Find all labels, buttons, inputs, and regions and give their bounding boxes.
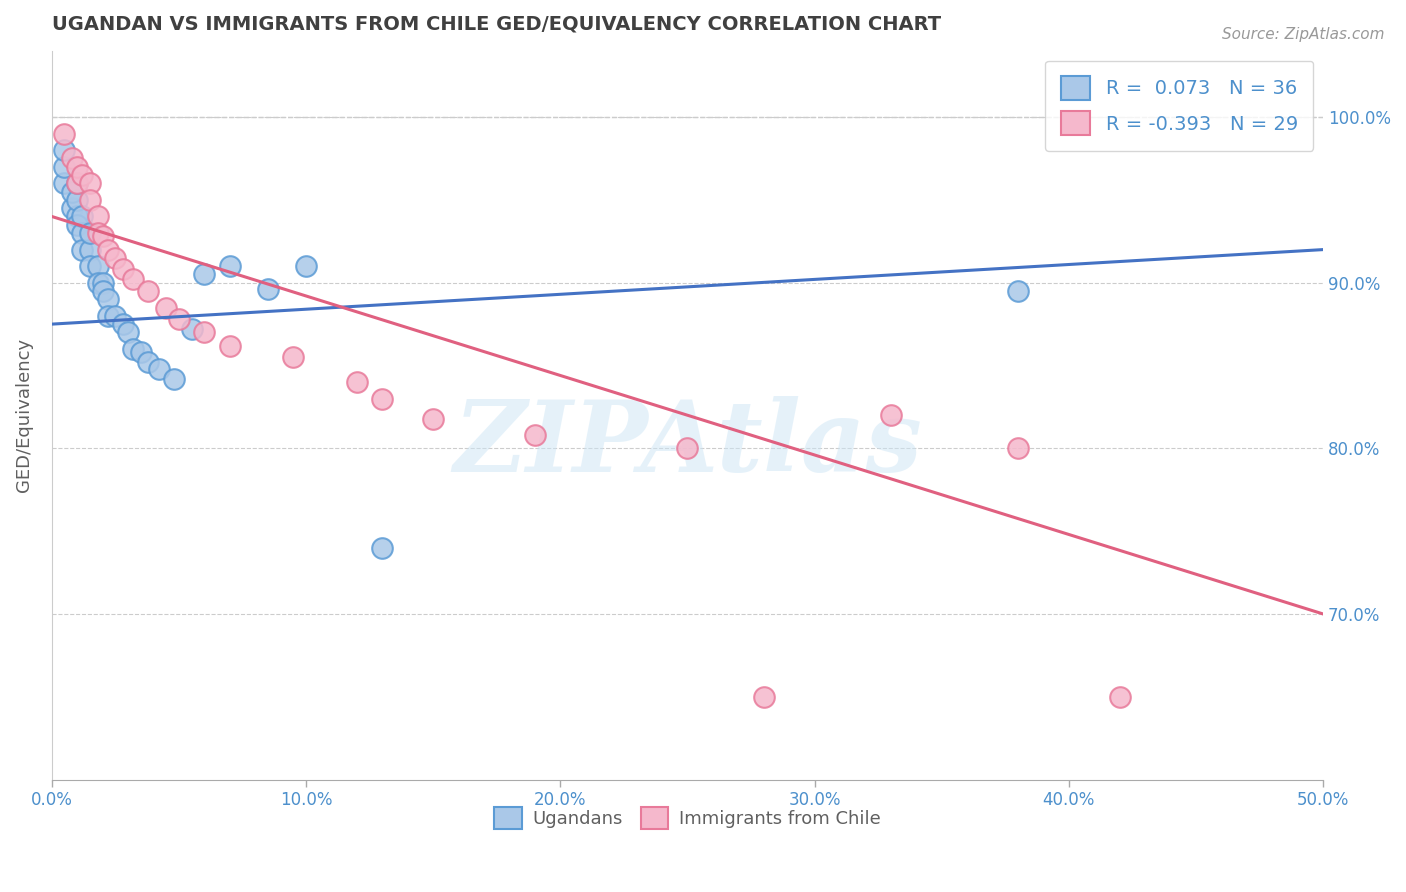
Point	[117, 326, 139, 340]
Point	[1007, 284, 1029, 298]
Point	[122, 342, 145, 356]
Point	[72, 210, 94, 224]
Point	[163, 372, 186, 386]
Point	[53, 143, 76, 157]
Point	[66, 160, 89, 174]
Point	[167, 312, 190, 326]
Point	[148, 362, 170, 376]
Point	[193, 326, 215, 340]
Point	[193, 268, 215, 282]
Point	[97, 293, 120, 307]
Point	[97, 243, 120, 257]
Point	[97, 309, 120, 323]
Point	[72, 226, 94, 240]
Point	[91, 284, 114, 298]
Point	[295, 259, 318, 273]
Point	[79, 177, 101, 191]
Point	[72, 243, 94, 257]
Point	[60, 201, 83, 215]
Point	[66, 177, 89, 191]
Point	[283, 351, 305, 365]
Point	[422, 411, 444, 425]
Text: Source: ZipAtlas.com: Source: ZipAtlas.com	[1222, 27, 1385, 42]
Point	[79, 193, 101, 207]
Point	[155, 301, 177, 315]
Point	[91, 276, 114, 290]
Point	[111, 262, 134, 277]
Point	[79, 226, 101, 240]
Point	[86, 210, 108, 224]
Point	[53, 160, 76, 174]
Point	[79, 259, 101, 273]
Point	[86, 276, 108, 290]
Text: ZIPAtlas: ZIPAtlas	[453, 396, 922, 492]
Point	[66, 218, 89, 232]
Point	[371, 541, 394, 555]
Text: UGANDAN VS IMMIGRANTS FROM CHILE GED/EQUIVALENCY CORRELATION CHART: UGANDAN VS IMMIGRANTS FROM CHILE GED/EQU…	[52, 15, 941, 34]
Point	[72, 168, 94, 182]
Point	[676, 442, 699, 456]
Y-axis label: GED/Equivalency: GED/Equivalency	[15, 338, 32, 492]
Point	[218, 259, 240, 273]
Point	[371, 392, 394, 406]
Point	[218, 339, 240, 353]
Point	[129, 345, 152, 359]
Point	[60, 152, 83, 166]
Point	[66, 177, 89, 191]
Point	[1108, 690, 1130, 704]
Point	[104, 251, 127, 265]
Point	[180, 322, 202, 336]
Point	[523, 428, 546, 442]
Point	[880, 408, 903, 422]
Point	[346, 375, 368, 389]
Legend: Ugandans, Immigrants from Chile: Ugandans, Immigrants from Chile	[488, 800, 887, 836]
Point	[53, 127, 76, 141]
Point	[138, 284, 160, 298]
Point	[86, 226, 108, 240]
Point	[66, 210, 89, 224]
Point	[257, 282, 280, 296]
Point	[79, 243, 101, 257]
Point	[1007, 442, 1029, 456]
Point	[752, 690, 775, 704]
Point	[86, 259, 108, 273]
Point	[138, 355, 160, 369]
Point	[66, 193, 89, 207]
Point	[122, 272, 145, 286]
Point	[111, 317, 134, 331]
Point	[60, 185, 83, 199]
Point	[53, 177, 76, 191]
Point	[91, 229, 114, 244]
Point	[104, 309, 127, 323]
